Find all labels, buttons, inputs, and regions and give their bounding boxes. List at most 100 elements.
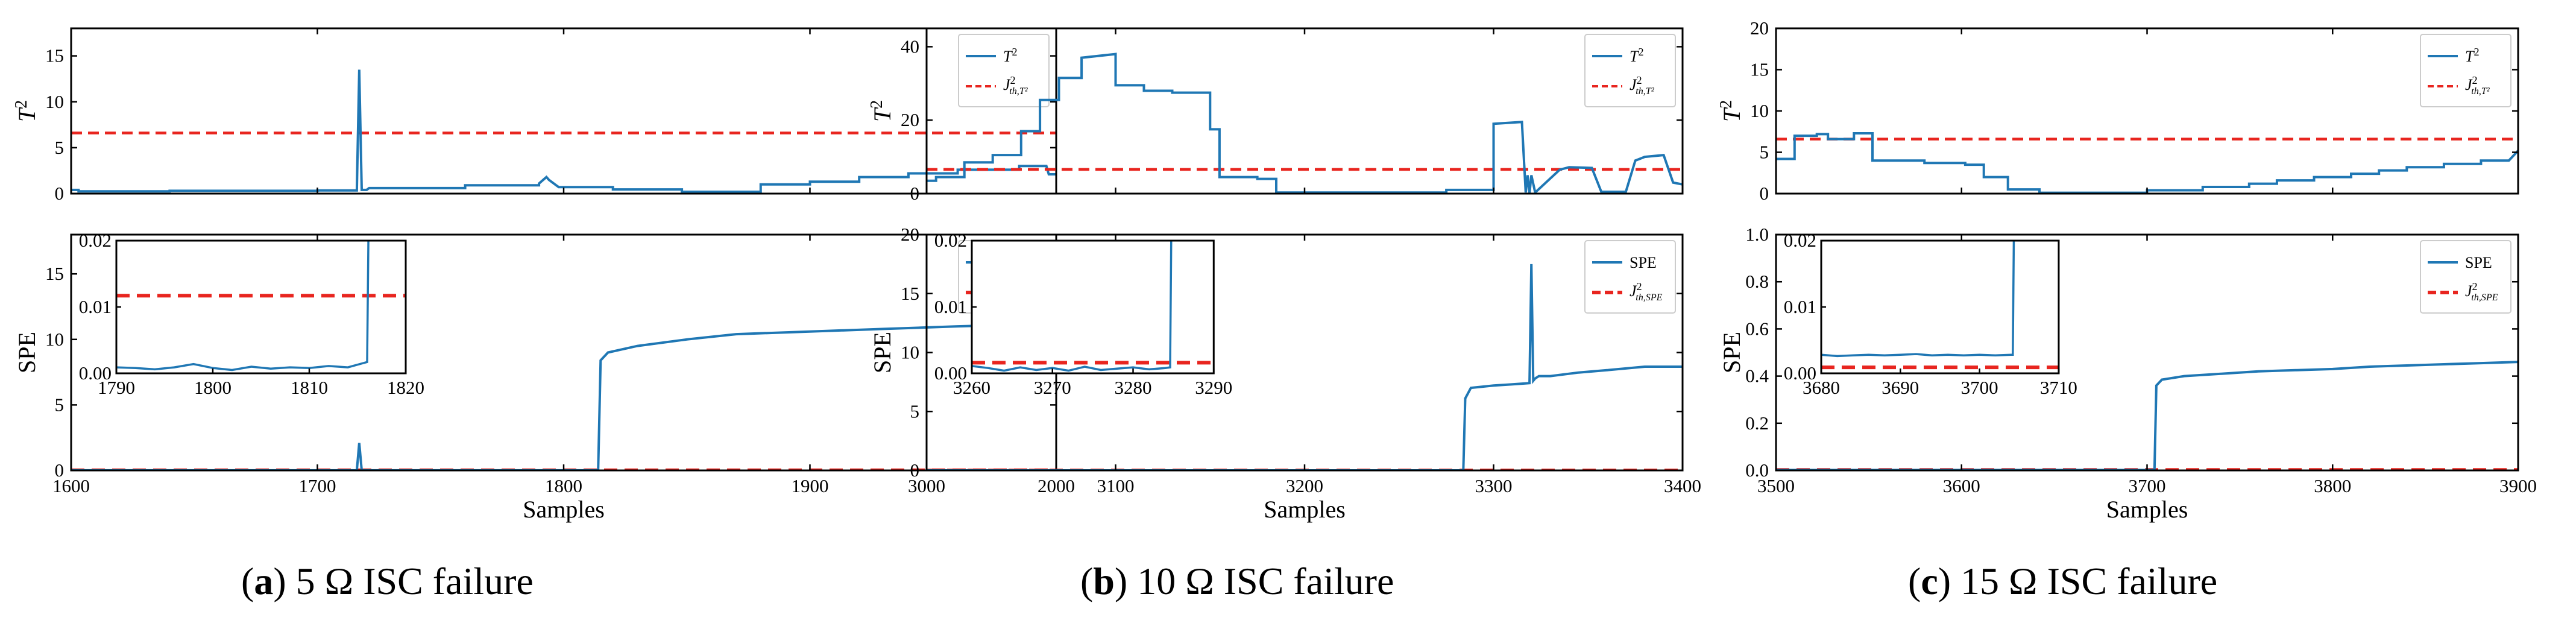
y-tick-label: 0.6 (1745, 318, 1769, 339)
t2-legend-threshold-label-sup: 2 (1010, 74, 1016, 86)
t2-ylabel: T2 (12, 100, 40, 122)
spe-legend-box (1584, 240, 1676, 314)
spe-ylabel: SPE (13, 332, 40, 373)
caption-a-paren-open: ( (241, 560, 254, 602)
spe-legend-series-label: SPE (1630, 254, 1657, 271)
x-tick-label: 3200 (1286, 475, 1323, 496)
spe-subplot-c: 0.0 0.2 0.4 0.6 0.8 1.0 3500 3600 3700 3800 3900 SP… (1718, 224, 2537, 496)
t2-legend-threshold-label-sub: th,T² (2471, 86, 2490, 96)
inset-c: 0.00 0.01 0.02 3680 3690 3700 3710 (1784, 230, 2077, 398)
inset-bg (972, 241, 1214, 373)
x-tick-label: 3800 (2314, 475, 2351, 496)
x-tick-label: 3700 (2129, 475, 2166, 496)
spe-legend-threshold-label-base: J (1630, 282, 1637, 300)
caption-c-letter: c (1921, 560, 1938, 602)
spe-subplot-b: 0 5 10 15 20 3000 3100 3200 3300 3400 SPE SPE J2 th,S… (869, 224, 1701, 496)
caption-a: (a) 5 Ω ISC failure (241, 560, 534, 602)
t2-ylabel: T2 (1717, 100, 1745, 122)
inset-x-tick-label: 3280 (1115, 377, 1152, 398)
spe-legend-box (2420, 240, 2511, 314)
y-tick-label: 15 (901, 283, 919, 304)
t2-legend-threshold-label-base: J (2465, 76, 2473, 93)
y-tick-label: 15 (45, 45, 64, 66)
y-tick-label: 0 (55, 460, 65, 481)
spe-series-line (927, 264, 1683, 470)
y-tick-label: 5 (1760, 142, 1769, 163)
caption-c: (c) 15 Ω ISC failure (1908, 560, 2217, 602)
inset-x-tick-label: 3690 (1882, 377, 1919, 398)
y-tick-label: 10 (45, 329, 64, 350)
t2-legend-threshold-label-sub: th,T² (1636, 86, 1655, 96)
t2-legend-threshold-label: J2 th,T² (1630, 74, 1655, 96)
t2-ylabel-sup: 2 (868, 100, 886, 109)
inset-b: 0.00 0.01 0.02 3260 3270 3280 3290 (934, 230, 1233, 398)
t2-legend-threshold-label-sup: 2 (1637, 74, 1642, 86)
y-tick-label: 0 (910, 183, 920, 204)
y-tick-label: 5 (55, 137, 65, 158)
inset-series-line (972, 241, 1173, 372)
inset-y-tick-label: 0.00 (934, 362, 967, 384)
x-tick-label: 3500 (1757, 475, 1795, 496)
x-tick-label: 3600 (1943, 475, 1980, 496)
xlabel-c: Samples (2106, 496, 2188, 523)
y-tick-label: 20 (901, 224, 919, 245)
caption-a-letter: a (254, 560, 273, 602)
caption-b: (b) 10 Ω ISC failure (1080, 560, 1394, 602)
y-tick-label: 5 (55, 394, 65, 415)
t2-legend-series-label-sup: 2 (2474, 46, 2479, 58)
inset-x-tick-label: 1820 (387, 377, 424, 398)
inset-y-tick-label: 0.02 (934, 230, 967, 251)
spe-legend-series-label: SPE (2465, 254, 2492, 271)
inset-y-tick-label: 0.02 (79, 230, 112, 251)
x-tick-label: 1600 (52, 475, 90, 496)
x-tick-label: 3000 (908, 475, 945, 496)
x-tick-label: 3400 (1664, 475, 1701, 496)
y-tick-label: 10 (901, 342, 919, 363)
t2-legend-series-label: T2 (1003, 46, 1018, 65)
x-tick-label: 3900 (2499, 475, 2537, 496)
y-tick-label: 15 (1750, 59, 1769, 80)
inset-y-tick-label: 0.02 (1784, 230, 1816, 251)
caption-b-paren-open: ( (1080, 560, 1093, 602)
spe-legend-threshold-label-sub: th,SPE (1636, 293, 1662, 303)
y-tick-label: 0.4 (1745, 365, 1769, 387)
spe-series-line (71, 322, 1056, 470)
inset-x-tick-label: 3290 (1195, 377, 1232, 398)
t2-legend-series-label-sup: 2 (1012, 46, 1017, 58)
inset-a: 0.00 0.01 0.02 1790 1800 1810 1820 (79, 230, 424, 398)
caption-b-letter: b (1093, 560, 1115, 602)
inset-x-tick-label: 1790 (98, 377, 135, 398)
x-tick-label: 1700 (299, 475, 336, 496)
y-tick-label: 0.8 (1745, 271, 1769, 292)
t2-legend-series-label-base: T (1630, 48, 1639, 65)
caption-b-text: 10 Ω ISC failure (1127, 560, 1394, 602)
y-tick-label: 0.0 (1745, 460, 1769, 481)
x-tick-label: 1900 (792, 475, 829, 496)
spe-series-line (1776, 361, 2518, 470)
x-tick-label: 3300 (1475, 475, 1513, 496)
inset-x-tick-label: 1800 (194, 377, 231, 398)
x-tick-label: 2000 (1038, 475, 1075, 496)
spe-legend-threshold-label-sub: th,SPE (2471, 293, 2498, 303)
caption-c-paren-open: ( (1908, 560, 1921, 602)
t2-ylabel-base: T (13, 107, 40, 122)
t2-legend-series-label-base: T (2465, 48, 2475, 65)
y-tick-label: 20 (901, 109, 919, 130)
inset-x-tick-label: 3680 (1803, 377, 1840, 398)
inset-x-tick-label: 1810 (291, 377, 328, 398)
caption-a-text: 5 Ω ISC failure (286, 560, 534, 602)
xlabel-b: Samples (1264, 496, 1346, 523)
t2-legend-threshold-label-base: J (1630, 76, 1637, 93)
y-tick-label: 0 (910, 460, 920, 481)
t2-legend-series-label: T2 (1630, 46, 1644, 65)
t2-ylabel-base: T (869, 107, 896, 122)
t2-legend-threshold-label: J2 th,T² (1003, 74, 1028, 96)
t2-series-line (71, 69, 1056, 193)
y-tick-label: 0 (55, 183, 65, 204)
